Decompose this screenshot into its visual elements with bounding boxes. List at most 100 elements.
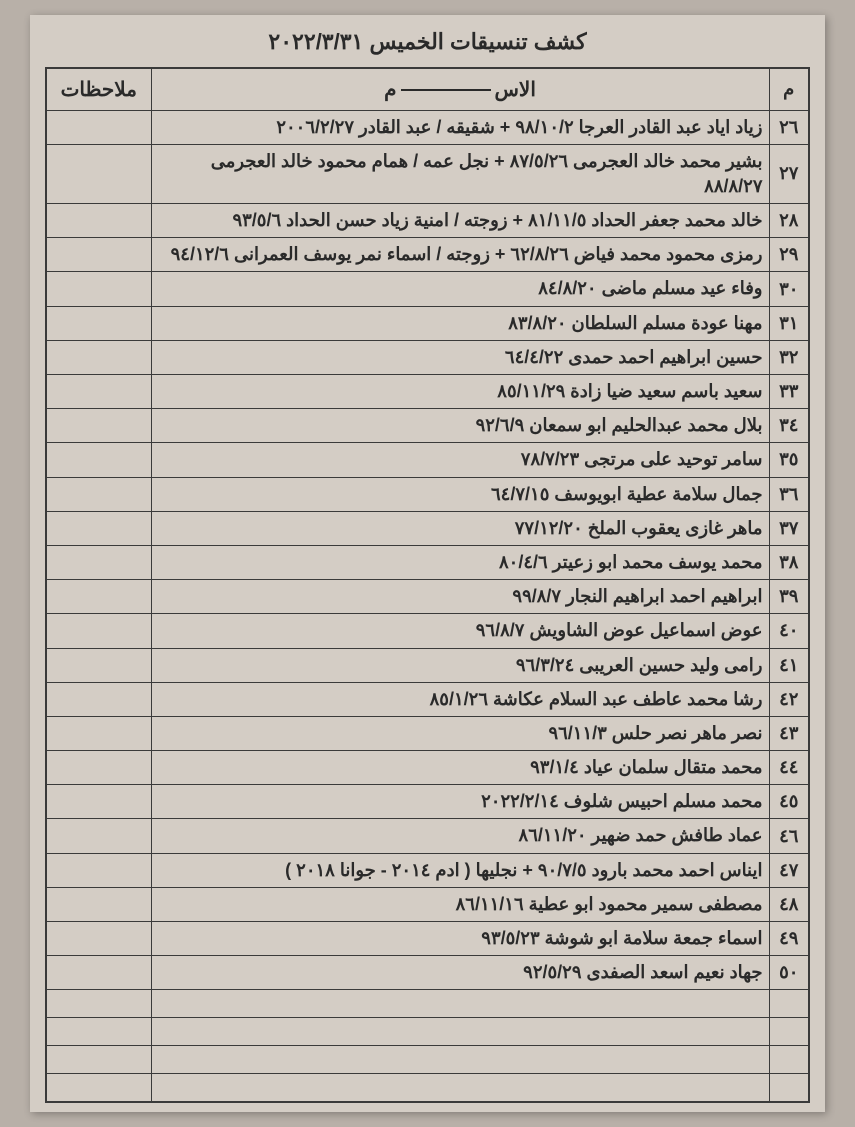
cell-num: ٣٩ [769, 580, 809, 614]
cell-name: رشا محمد عاطف عبد السلام عكاشة ٨٥/١/٢٦ [151, 682, 769, 716]
cell-name: محمد مسلم احبيس شلوف ٢٠٢٢/٢/١٤ [151, 785, 769, 819]
cell-name: ماهر غازى يعقوب الملخ ٧٧/١٢/٢٠ [151, 511, 769, 545]
cell-notes [46, 375, 151, 409]
cell-notes [46, 614, 151, 648]
cell-num: ٣٥ [769, 443, 809, 477]
cell-name: مصطفى سمير محمود ابو عطية ٨٦/١١/١٦ [151, 887, 769, 921]
coordination-table: م الاسم ملاحظات ٢٦زياد اياد عبد القادر ا… [45, 67, 810, 1103]
cell-num: ٤٢ [769, 682, 809, 716]
header-name: الاسم [151, 68, 769, 110]
cell-num: ٣٤ [769, 409, 809, 443]
table-row: ٣١مهنا عودة مسلم السلطان ٨٣/٨/٢٠ [46, 306, 809, 340]
empty-cell [769, 1074, 809, 1102]
table-row: ٣٨محمد يوسف محمد ابو زعيتر ٨٠/٤/٦ [46, 545, 809, 579]
cell-name: جهاد نعيم اسعد الصفدى ٩٢/٥/٢٩ [151, 956, 769, 990]
cell-name: بلال محمد عبدالحليم ابو سمعان ٩٢/٦/٩ [151, 409, 769, 443]
cell-name: بشير محمد خالد العجرمى ٨٧/٥/٢٦ + نجل عمه… [151, 144, 769, 203]
cell-num: ٢٨ [769, 204, 809, 238]
header-num: م [769, 68, 809, 110]
empty-cell [769, 990, 809, 1018]
cell-name: سامر توحيد على مرتجى ٧٨/٧/٢٣ [151, 443, 769, 477]
table-row: ٤٦عماد طافش حمد ضهير ٨٦/١١/٢٠ [46, 819, 809, 853]
cell-notes [46, 922, 151, 956]
cell-notes [46, 511, 151, 545]
table-row: ٤١رامى وليد حسين العريبى ٩٦/٣/٢٤ [46, 648, 809, 682]
table-row: ٣٤بلال محمد عبدالحليم ابو سمعان ٩٢/٦/٩ [46, 409, 809, 443]
cell-notes [46, 110, 151, 144]
empty-cell [46, 1018, 151, 1046]
cell-notes [46, 716, 151, 750]
cell-num: ٤٠ [769, 614, 809, 648]
table-body: ٢٦زياد اياد عبد القادر العرجا ٩٨/١٠/٢ + … [46, 110, 809, 1102]
table-row: ٤٤محمد متقال سلمان عياد ٩٣/١/٤ [46, 751, 809, 785]
empty-row [46, 1074, 809, 1102]
table-row: ٣٩ابراهيم احمد ابراهيم النجار ٩٩/٨/٧ [46, 580, 809, 614]
cell-notes [46, 306, 151, 340]
cell-name: رامى وليد حسين العريبى ٩٦/٣/٢٤ [151, 648, 769, 682]
empty-cell [46, 1046, 151, 1074]
empty-cell [769, 1018, 809, 1046]
table-row: ٤٣نصر ماهر نصر حلس ٩٦/١١/٣ [46, 716, 809, 750]
empty-cell [151, 990, 769, 1018]
underline-decoration [401, 89, 491, 91]
table-row: ٥٠جهاد نعيم اسعد الصفدى ٩٢/٥/٢٩ [46, 956, 809, 990]
table-row: ٤٥محمد مسلم احبيس شلوف ٢٠٢٢/٢/١٤ [46, 785, 809, 819]
cell-notes [46, 819, 151, 853]
page-title: كشف تنسيقات الخميس ٢٠٢٢/٣/٣١ [45, 25, 810, 55]
cell-notes [46, 340, 151, 374]
cell-notes [46, 751, 151, 785]
empty-cell [151, 1074, 769, 1102]
cell-notes [46, 648, 151, 682]
cell-num: ٣٧ [769, 511, 809, 545]
cell-num: ٢٦ [769, 110, 809, 144]
cell-num: ٣٠ [769, 272, 809, 306]
cell-num: ٤٥ [769, 785, 809, 819]
table-row: ٢٧بشير محمد خالد العجرمى ٨٧/٥/٢٦ + نجل ع… [46, 144, 809, 203]
cell-name: زياد اياد عبد القادر العرجا ٩٨/١٠/٢ + شق… [151, 110, 769, 144]
table-row: ٤٨مصطفى سمير محمود ابو عطية ٨٦/١١/١٦ [46, 887, 809, 921]
empty-cell [151, 1046, 769, 1074]
empty-row [46, 990, 809, 1018]
cell-num: ٥٠ [769, 956, 809, 990]
cell-num: ٣٣ [769, 375, 809, 409]
cell-notes [46, 887, 151, 921]
cell-notes [46, 682, 151, 716]
empty-cell [151, 1018, 769, 1046]
cell-name: ابراهيم احمد ابراهيم النجار ٩٩/٨/٧ [151, 580, 769, 614]
cell-num: ٤٤ [769, 751, 809, 785]
table-row: ٢٨خالد محمد جعفر الحداد ٨١/١١/٥ + زوجته … [46, 204, 809, 238]
cell-notes [46, 580, 151, 614]
header-notes: ملاحظات [46, 68, 151, 110]
cell-num: ٤١ [769, 648, 809, 682]
cell-name: وفاء عيد مسلم ماضى ٨٤/٨/٢٠ [151, 272, 769, 306]
cell-name: سعيد باسم سعيد ضيا زادة ٨٥/١١/٢٩ [151, 375, 769, 409]
empty-row [46, 1046, 809, 1074]
cell-num: ٣٢ [769, 340, 809, 374]
cell-notes [46, 477, 151, 511]
cell-num: ٤٦ [769, 819, 809, 853]
cell-notes [46, 238, 151, 272]
empty-row [46, 1018, 809, 1046]
cell-notes [46, 272, 151, 306]
cell-name: خالد محمد جعفر الحداد ٨١/١١/٥ + زوجته / … [151, 204, 769, 238]
empty-cell [46, 1074, 151, 1102]
cell-name: محمد يوسف محمد ابو زعيتر ٨٠/٤/٦ [151, 545, 769, 579]
cell-notes [46, 853, 151, 887]
table-row: ٤٧ايناس احمد محمد بارود ٩٠/٧/٥ + نجليها … [46, 853, 809, 887]
cell-notes [46, 785, 151, 819]
document-page: كشف تنسيقات الخميس ٢٠٢٢/٣/٣١ م الاسم ملا… [30, 15, 825, 1112]
cell-name: حسين ابراهيم احمد حمدى ٦٤/٤/٢٢ [151, 340, 769, 374]
cell-name: جمال سلامة عطية ابويوسف ٦٤/٧/١٥ [151, 477, 769, 511]
table-row: ٤٢رشا محمد عاطف عبد السلام عكاشة ٨٥/١/٢٦ [46, 682, 809, 716]
cell-name: عوض اسماعيل عوض الشاويش ٩٦/٨/٧ [151, 614, 769, 648]
cell-num: ٤٣ [769, 716, 809, 750]
cell-notes [46, 545, 151, 579]
cell-name: محمد متقال سلمان عياد ٩٣/١/٤ [151, 751, 769, 785]
cell-notes [46, 443, 151, 477]
cell-name: اسماء جمعة سلامة ابو شوشة ٩٣/٥/٢٣ [151, 922, 769, 956]
cell-name: عماد طافش حمد ضهير ٨٦/١١/٢٠ [151, 819, 769, 853]
cell-notes [46, 144, 151, 203]
cell-num: ٤٩ [769, 922, 809, 956]
table-row: ٣٦جمال سلامة عطية ابويوسف ٦٤/٧/١٥ [46, 477, 809, 511]
table-row: ٤٠عوض اسماعيل عوض الشاويش ٩٦/٨/٧ [46, 614, 809, 648]
